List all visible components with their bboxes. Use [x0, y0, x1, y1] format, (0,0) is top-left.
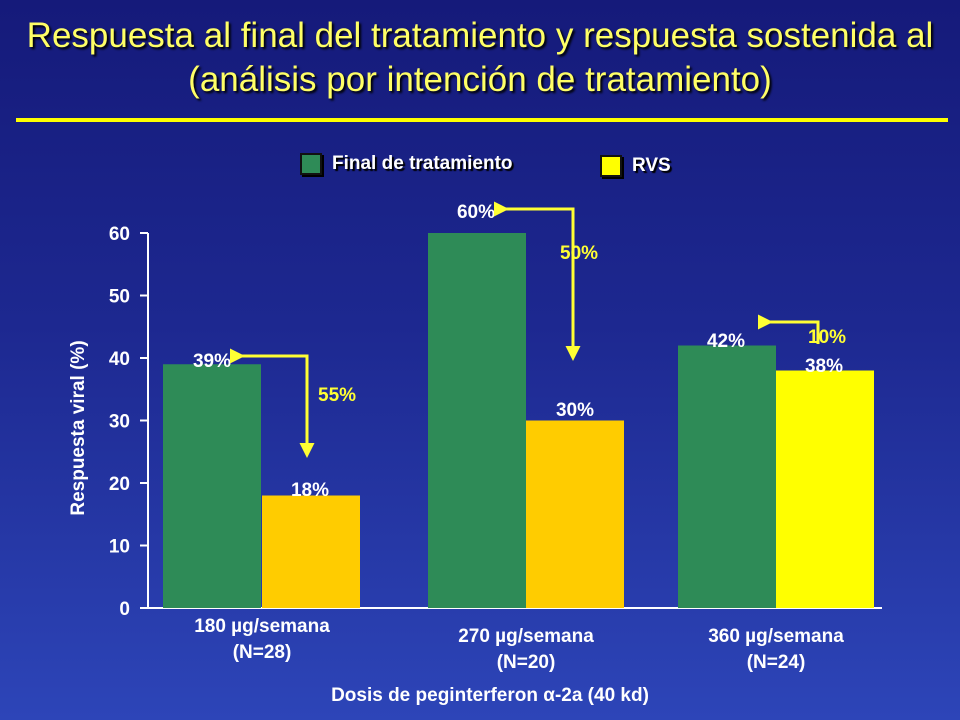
bar-eot — [428, 233, 526, 608]
legend-label-eot: Final de tratamiento — [332, 153, 513, 174]
bar-eot — [678, 345, 776, 608]
change-arrow — [758, 314, 820, 344]
title-underline — [16, 118, 948, 122]
y-tick-label: 20 — [109, 474, 130, 495]
x-tick-label-n: (N=24) — [747, 652, 806, 673]
data-label-eot: 60% — [457, 202, 495, 223]
bar-eot — [163, 364, 261, 608]
x-tick-label: 180 µg/semana — [194, 616, 330, 637]
x-tick-label-n: (N=20) — [497, 652, 556, 673]
y-tick-label: 60 — [109, 224, 130, 245]
change-annotation: 10% — [808, 327, 846, 348]
x-axis-label: Dosis de peginterferon α-2a (40 kd) — [331, 685, 649, 706]
y-axis-label: Respuesta viral (%) — [68, 340, 89, 515]
bar-rvs — [776, 370, 874, 608]
y-tick-label: 0 — [119, 599, 130, 620]
legend-item-eot: Final de tratamiento — [300, 153, 513, 175]
legend-label-rvs: RVS — [632, 155, 671, 176]
bar-rvs — [526, 420, 624, 608]
legend-swatch-rvs — [600, 155, 622, 177]
change-annotation: 55% — [318, 385, 356, 406]
data-label-rvs: 38% — [805, 356, 843, 377]
y-tick-label: 40 — [109, 349, 130, 370]
change-annotation: 50% — [560, 243, 598, 264]
data-label-rvs: 18% — [291, 480, 329, 501]
y-tick-label: 50 — [109, 287, 130, 308]
x-tick-label-n: (N=28) — [233, 642, 292, 663]
y-tick-label: 10 — [109, 537, 130, 558]
change-arrow — [494, 201, 581, 361]
data-label-eot: 39% — [193, 351, 231, 372]
data-label-rvs: 30% — [556, 400, 594, 421]
legend-swatch-eot — [300, 153, 322, 175]
legend-item-rvs: RVS — [600, 155, 671, 177]
change-arrow — [230, 348, 315, 458]
x-tick-label: 360 µg/semana — [708, 626, 844, 647]
y-tick-label: 30 — [109, 412, 130, 433]
x-tick-label: 270 µg/semana — [458, 626, 594, 647]
bar-rvs — [262, 495, 360, 608]
chart-title: Respuesta al final del tratamiento y res… — [26, 16, 934, 99]
data-label-eot: 42% — [707, 331, 745, 352]
